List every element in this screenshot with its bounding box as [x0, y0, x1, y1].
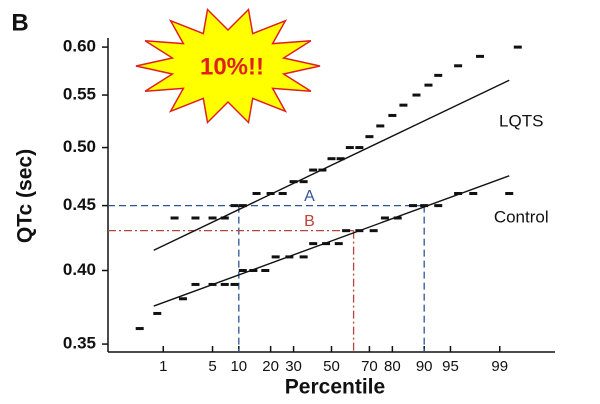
data-point — [220, 282, 229, 286]
data-point — [454, 191, 463, 195]
data-point — [170, 216, 179, 220]
data-point — [388, 113, 397, 117]
data-point — [178, 297, 187, 301]
data-point — [376, 124, 385, 128]
x-axis-label: Percentile — [285, 376, 385, 399]
data-point — [476, 54, 485, 58]
data-point — [153, 311, 162, 315]
x-tick-label: 50 — [323, 358, 340, 375]
data-point — [434, 73, 443, 77]
y-axis-label: QTc (sec) — [14, 149, 37, 243]
data-point — [399, 103, 408, 107]
data-point — [345, 146, 354, 150]
data-point — [318, 168, 327, 172]
data-point — [230, 282, 239, 286]
series-label: LQTS — [499, 112, 543, 131]
x-tick-label: 99 — [491, 358, 508, 375]
data-point — [271, 255, 280, 259]
data-point — [220, 216, 229, 220]
data-point — [238, 269, 247, 273]
data-point — [309, 242, 318, 246]
x-tick-label: 1 — [159, 358, 167, 375]
data-point — [230, 204, 239, 208]
data-point — [285, 255, 294, 259]
y-tick-label: 0.45 — [63, 195, 96, 214]
data-point — [420, 204, 429, 208]
data-point — [322, 242, 331, 246]
x-tick-label: 80 — [384, 358, 401, 375]
data-point — [261, 269, 270, 273]
data-point — [513, 45, 522, 49]
x-tick-label: 30 — [285, 358, 302, 375]
series-label: Control — [494, 207, 549, 226]
data-point — [408, 204, 417, 208]
fit-line — [153, 175, 510, 307]
data-point — [252, 191, 261, 195]
data-point — [355, 146, 364, 150]
x-tick-label: 5 — [208, 358, 216, 375]
reference-label: B — [304, 213, 315, 230]
x-tick-label: 10 — [230, 358, 247, 375]
y-tick-label: 0.40 — [63, 260, 96, 279]
data-point — [454, 64, 463, 68]
data-point — [191, 216, 200, 220]
data-point — [334, 242, 343, 246]
data-point — [299, 180, 308, 184]
panel-label: B — [11, 9, 28, 36]
x-tick-label: 95 — [442, 358, 459, 375]
data-point — [289, 180, 298, 184]
data-point — [365, 135, 374, 139]
data-point — [208, 216, 217, 220]
data-point — [327, 157, 336, 161]
reference-label: A — [304, 188, 315, 205]
data-point — [309, 168, 318, 172]
fit-line — [153, 79, 510, 251]
y-tick-label: 0.50 — [63, 137, 96, 156]
data-point — [278, 191, 287, 195]
data-point — [393, 216, 402, 220]
data-point — [249, 269, 258, 273]
data-point — [412, 93, 421, 97]
data-point — [208, 282, 217, 286]
data-point — [299, 255, 308, 259]
y-tick-label: 0.55 — [63, 85, 96, 104]
data-point — [342, 229, 351, 233]
data-point — [424, 83, 433, 87]
burst-text: 10%!! — [200, 53, 264, 80]
y-tick-label: 0.60 — [63, 37, 96, 56]
data-point — [469, 191, 478, 195]
y-tick-label: 0.35 — [63, 334, 96, 353]
data-point — [266, 191, 275, 195]
x-tick-label: 90 — [416, 358, 433, 375]
x-tick-label: 70 — [361, 358, 378, 375]
starburst — [135, 7, 321, 125]
data-point — [336, 157, 345, 161]
data-point — [505, 191, 514, 195]
data-point — [135, 327, 144, 331]
x-tick-label: 20 — [262, 358, 279, 375]
data-point — [369, 229, 378, 233]
data-point — [191, 282, 200, 286]
data-point — [434, 204, 443, 208]
data-point — [355, 229, 364, 233]
data-point — [380, 216, 389, 220]
data-point — [238, 204, 247, 208]
